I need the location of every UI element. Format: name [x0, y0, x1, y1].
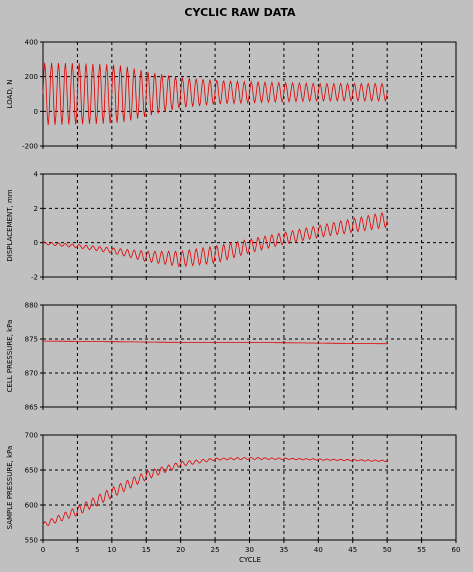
y-tick-label: 865	[25, 404, 38, 412]
x-tick-label: 0	[41, 546, 45, 554]
y-tick-label: 4	[34, 171, 39, 179]
y-tick-label: 550	[25, 537, 38, 545]
y-axis-label: CELL PRESSURE, kPa	[6, 320, 14, 393]
y-tick-label: 700	[25, 432, 38, 440]
series-line	[42, 340, 388, 345]
x-tick-label: 5	[75, 546, 79, 554]
y-tick-label: 200	[25, 73, 38, 81]
x-tick-label: 30	[245, 546, 254, 554]
chart-title: CYCLIC RAW DATA	[184, 6, 296, 19]
x-tick-label: 40	[314, 546, 323, 554]
y-tick-label: 0	[34, 239, 38, 247]
plot-frame	[42, 173, 457, 278]
y-tick-label: -2	[31, 274, 38, 282]
series-line	[42, 62, 388, 126]
x-tick-label: 50	[383, 546, 392, 554]
y-tick-label: -200	[22, 143, 38, 151]
y-tick-label: 0	[34, 108, 38, 116]
y-tick-label: 875	[25, 336, 38, 344]
x-tick-label: 25	[211, 546, 220, 554]
y-axis-label: LOAD, N	[6, 80, 14, 109]
y-tick-label: 2	[34, 205, 38, 213]
x-axis-label: CYCLE	[239, 556, 261, 564]
x-tick-label: 20	[176, 546, 185, 554]
x-tick-label: 35	[279, 546, 288, 554]
x-tick-label: 60	[452, 546, 461, 554]
y-tick-label: 870	[25, 370, 38, 378]
x-tick-label: 55	[417, 546, 426, 554]
y-axis-label: SAMPLE PRESSURE, kPa	[6, 446, 14, 530]
x-tick-label: 10	[107, 546, 116, 554]
y-tick-label: 600	[25, 502, 38, 510]
plot-frame	[42, 434, 457, 541]
series-line	[42, 456, 388, 527]
x-tick-label: 45	[348, 546, 357, 554]
y-tick-label: 880	[25, 302, 38, 310]
series-line	[42, 211, 388, 268]
y-axis-label: DISPLACEMENT, mm	[6, 189, 14, 261]
y-tick-label: 400	[25, 39, 38, 47]
x-tick-label: 15	[142, 546, 151, 554]
y-tick-label: 650	[25, 467, 38, 475]
